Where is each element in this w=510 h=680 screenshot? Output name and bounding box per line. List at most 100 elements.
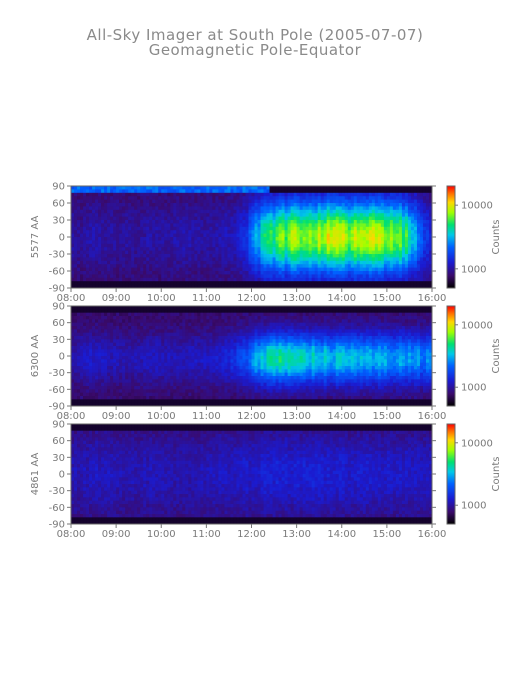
heatmap-cell <box>146 199 150 204</box>
heatmap-cell <box>254 243 258 248</box>
heatmap-cell <box>119 336 123 340</box>
heatmap-cell <box>158 392 162 397</box>
heatmap-cell <box>323 226 328 231</box>
heatmap-cell <box>80 247 84 251</box>
heatmap-cell <box>194 356 198 360</box>
heatmap-cell <box>428 237 433 241</box>
heatmap-cell <box>146 237 150 241</box>
heatmap-cell <box>143 250 147 255</box>
heatmap-cell <box>233 237 237 241</box>
heatmap-cell <box>101 257 105 262</box>
heatmap-cell <box>131 243 135 248</box>
heatmap-cell <box>116 216 120 221</box>
heatmap-cell <box>254 247 258 251</box>
heatmap-cell <box>188 369 192 374</box>
heatmap-cell <box>98 254 102 258</box>
heatmap-cell <box>374 216 379 221</box>
heatmap-cell <box>182 312 186 317</box>
heatmap-cell <box>209 203 213 207</box>
heatmap-cell <box>113 243 117 248</box>
heatmap-cell <box>317 277 322 282</box>
heatmap-cell <box>299 257 304 262</box>
heatmap-cell <box>188 362 192 367</box>
heatmap-cell <box>350 233 355 238</box>
heatmap-cell <box>134 274 138 279</box>
heatmap-cell <box>98 386 102 390</box>
heatmap-cell <box>173 213 177 217</box>
heatmap-cell <box>149 312 153 317</box>
heatmap-cell <box>425 267 430 272</box>
heatmap-cell <box>362 240 367 245</box>
heatmap-cell <box>92 189 96 194</box>
heatmap-cell <box>233 250 237 255</box>
heatmap-cell <box>200 339 204 344</box>
heatmap-cell <box>128 326 132 330</box>
heatmap-cell <box>254 277 258 282</box>
heatmap-cell <box>149 356 153 360</box>
heatmap-cell <box>104 396 108 400</box>
heatmap-cell <box>149 216 153 221</box>
heatmap-cell <box>179 189 183 194</box>
heatmap-cell <box>368 264 373 268</box>
heatmap-cell <box>182 277 186 282</box>
heatmap-cell <box>119 396 123 400</box>
heatmap-cell <box>416 233 421 238</box>
heatmap-cell <box>239 267 243 272</box>
heatmap-cell <box>167 230 171 234</box>
heatmap-cell <box>74 376 78 380</box>
heatmap-cell <box>92 186 96 190</box>
heatmap-cell <box>347 203 352 207</box>
heatmap-cell <box>134 271 138 275</box>
heatmap-cell <box>230 189 234 194</box>
heatmap-cell <box>137 281 141 285</box>
heatmap-cell <box>218 274 222 279</box>
heatmap-cell <box>185 223 189 228</box>
heatmap-cell <box>245 216 249 221</box>
heatmap-cell <box>194 342 198 347</box>
heatmap-cell <box>182 213 186 217</box>
heatmap-cell <box>245 260 249 265</box>
heatmap-cell <box>314 230 319 234</box>
heatmap-cell <box>269 250 273 255</box>
heatmap-cell <box>395 189 400 194</box>
heatmap-cell <box>110 402 114 407</box>
heatmap-cell <box>197 392 201 397</box>
heatmap-cell <box>392 240 397 245</box>
heatmap-cell <box>104 233 108 238</box>
heatmap-cell <box>77 260 81 265</box>
heatmap-cell <box>368 271 373 275</box>
heatmap-cell <box>206 220 210 224</box>
heatmap-cell <box>206 199 210 204</box>
heatmap-cell <box>173 240 177 245</box>
heatmap-cell <box>137 362 141 367</box>
heatmap-cell <box>416 254 421 258</box>
heatmap-cell <box>191 209 195 214</box>
heatmap-cell <box>137 349 141 354</box>
heatmap-cell <box>125 309 129 314</box>
heatmap-cell <box>356 233 361 238</box>
heatmap-cell <box>380 226 385 231</box>
heatmap-cell <box>167 233 171 238</box>
heatmap-cell <box>77 233 81 238</box>
heatmap-cell <box>92 319 96 324</box>
heatmap-cell <box>296 186 301 190</box>
heatmap-cell <box>119 342 123 347</box>
heatmap-cell <box>122 312 126 317</box>
heatmap-cell <box>212 186 216 190</box>
heatmap-cell <box>179 243 183 248</box>
heatmap-cell <box>149 284 153 289</box>
heatmap-cell <box>77 319 81 324</box>
heatmap-cell <box>386 254 391 258</box>
x-tick-label: 16:00 <box>418 293 447 304</box>
heatmap-cell <box>128 277 132 282</box>
heatmap-cell <box>212 257 216 262</box>
heatmap-cell <box>80 237 84 241</box>
heatmap-cell <box>164 399 168 404</box>
heatmap-cell <box>74 329 78 334</box>
heatmap-cell <box>101 376 105 380</box>
heatmap-cell <box>173 332 177 337</box>
heatmap-cell <box>173 396 177 400</box>
heatmap-cell <box>218 257 222 262</box>
heatmap-cell <box>407 230 412 234</box>
heatmap-cell <box>374 220 379 224</box>
